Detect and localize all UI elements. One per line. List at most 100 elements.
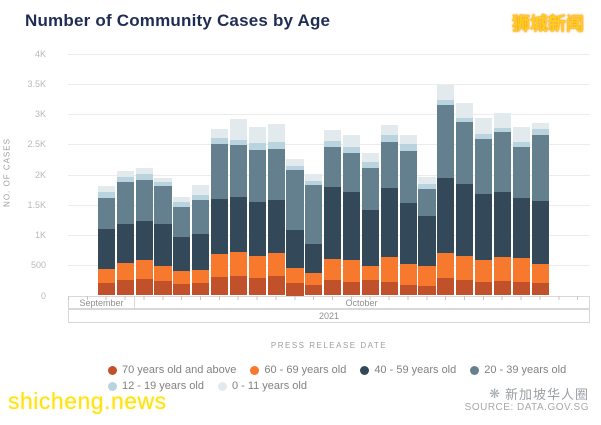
bar-segment[interactable]: [305, 243, 323, 274]
bar-segment[interactable]: [380, 282, 398, 296]
bar-stack[interactable]: [97, 186, 115, 296]
bar-segment[interactable]: [97, 282, 115, 296]
bar-stack[interactable]: [418, 176, 436, 296]
bar-stack[interactable]: [267, 124, 285, 296]
bar-segment[interactable]: [135, 174, 153, 181]
bar-segment[interactable]: [399, 203, 417, 265]
bar-segment[interactable]: [116, 171, 134, 177]
bar-segment[interactable]: [512, 281, 530, 296]
bar-segment[interactable]: [210, 198, 229, 255]
bar-segment[interactable]: [380, 125, 398, 136]
bar-stack[interactable]: [305, 173, 323, 296]
bar-segment[interactable]: [305, 185, 323, 244]
bar-segment[interactable]: [418, 266, 436, 286]
bar-segment[interactable]: [361, 152, 379, 163]
bar-segment[interactable]: [210, 143, 229, 199]
bar-segment[interactable]: [418, 216, 436, 267]
bar-segment[interactable]: [324, 140, 342, 147]
bar-segment[interactable]: [192, 200, 210, 234]
bar-segment[interactable]: [173, 196, 191, 203]
bar-stack[interactable]: [173, 196, 191, 296]
bar-segment[interactable]: [135, 260, 153, 279]
bar-segment[interactable]: [305, 284, 323, 296]
bar-segment[interactable]: [135, 180, 153, 222]
bar-segment[interactable]: [512, 197, 530, 259]
bar-segment[interactable]: [324, 280, 342, 296]
bar-segment[interactable]: [97, 198, 115, 229]
bar-segment[interactable]: [324, 146, 342, 187]
bar-segment[interactable]: [210, 277, 229, 296]
bar-segment[interactable]: [418, 183, 436, 189]
bar-segment[interactable]: [116, 182, 134, 224]
bar-segment[interactable]: [248, 256, 266, 278]
bar-segment[interactable]: [342, 134, 361, 147]
bar-segment[interactable]: [154, 182, 172, 187]
bar-segment[interactable]: [456, 117, 474, 122]
bar-segment[interactable]: [512, 141, 530, 147]
bar-segment[interactable]: [493, 113, 511, 128]
bar-segment[interactable]: [135, 221, 153, 261]
bar-segment[interactable]: [173, 202, 191, 207]
bar-segment[interactable]: [380, 188, 398, 257]
bar-segment[interactable]: [210, 254, 229, 278]
bar-stack[interactable]: [229, 119, 247, 296]
bar-segment[interactable]: [267, 124, 285, 142]
bar-segment[interactable]: [286, 159, 304, 167]
bar-segment[interactable]: [192, 283, 210, 296]
bar-segment[interactable]: [248, 150, 266, 203]
bar-stack[interactable]: [380, 125, 398, 296]
bar-segment[interactable]: [361, 162, 379, 168]
bar-segment[interactable]: [399, 144, 417, 151]
bar-stack[interactable]: [192, 185, 210, 296]
bar-segment[interactable]: [97, 191, 115, 199]
bar-segment[interactable]: [267, 253, 285, 277]
bar-segment[interactable]: [361, 279, 379, 296]
bar-segment[interactable]: [286, 166, 304, 171]
bar-segment[interactable]: [173, 206, 191, 237]
bar-stack[interactable]: [361, 152, 379, 296]
bar-segment[interactable]: [229, 252, 247, 276]
bar-segment[interactable]: [531, 123, 549, 130]
bar-segment[interactable]: [324, 130, 342, 141]
bar-segment[interactable]: [286, 170, 304, 231]
bar-segment[interactable]: [248, 277, 266, 296]
bar-segment[interactable]: [173, 236, 191, 272]
bar-segment[interactable]: [305, 181, 323, 186]
bar-stack[interactable]: [324, 130, 342, 296]
bar-segment[interactable]: [399, 264, 417, 286]
bar-segment[interactable]: [192, 233, 210, 271]
bar-segment[interactable]: [229, 140, 247, 146]
bar-segment[interactable]: [286, 283, 304, 296]
bar-segment[interactable]: [361, 167, 379, 210]
bar-segment[interactable]: [380, 135, 398, 142]
bar-segment[interactable]: [418, 176, 436, 184]
bar-segment[interactable]: [267, 200, 285, 254]
bar-stack[interactable]: [248, 127, 266, 296]
bar-segment[interactable]: [531, 129, 549, 135]
bar-segment[interactable]: [248, 127, 266, 144]
bar-segment[interactable]: [437, 278, 455, 296]
bar-segment[interactable]: [135, 278, 153, 296]
bar-segment[interactable]: [456, 279, 474, 296]
bar-segment[interactable]: [361, 209, 379, 267]
bar-segment[interactable]: [192, 185, 210, 196]
bar-segment[interactable]: [267, 276, 285, 296]
bar-segment[interactable]: [229, 145, 247, 198]
bar-segment[interactable]: [116, 279, 134, 296]
bar-stack[interactable]: [210, 129, 229, 296]
bar-segment[interactable]: [229, 119, 247, 141]
bar-segment[interactable]: [267, 149, 285, 201]
bar-segment[interactable]: [531, 134, 549, 201]
bar-segment[interactable]: [531, 200, 549, 264]
bar-segment[interactable]: [116, 263, 134, 280]
bar-segment[interactable]: [437, 178, 455, 253]
bar-stack[interactable]: [456, 102, 474, 296]
bar-segment[interactable]: [116, 176, 134, 183]
bar-segment[interactable]: [97, 228, 115, 270]
bar-segment[interactable]: [474, 117, 493, 135]
bar-segment[interactable]: [512, 258, 530, 282]
bar-segment[interactable]: [437, 100, 455, 106]
bar-segment[interactable]: [154, 186, 172, 225]
bar-segment[interactable]: [456, 121, 474, 185]
bar-stack[interactable]: [154, 178, 172, 296]
